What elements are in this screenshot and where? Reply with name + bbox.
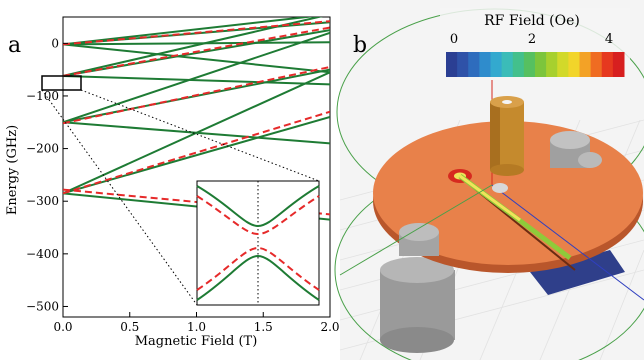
y-tick-label: 0 [51, 36, 59, 50]
colorbar-swatch [446, 52, 458, 77]
colorbar-swatch [513, 52, 525, 77]
zoom-box [42, 76, 81, 90]
colorbar-swatch [479, 52, 491, 77]
x-tick-label: 1.0 [187, 320, 206, 334]
colorbar-swatch [568, 52, 580, 77]
panel-b: b RF Field (Oe) 0 2 4 [335, 0, 644, 360]
panel-a: a 0.0 0.5 1.0 1.5 2.0 0−100−200−300−400−500 … [5, 14, 340, 349]
brass-pillar [490, 96, 524, 176]
y-tick-label: −400 [26, 247, 59, 261]
colorbar-swatch [524, 52, 536, 77]
colorbar-swatch [457, 52, 469, 77]
colorbar-swatch [580, 52, 592, 77]
colorbar-swatch [602, 52, 614, 77]
x-tick-label: 1.5 [254, 320, 273, 334]
x-ticks: 0.0 0.5 1.0 1.5 2.0 [53, 312, 339, 334]
y-tick-label: −500 [26, 299, 59, 313]
colorbar-title: RF Field (Oe) [484, 13, 580, 29]
x-axis-label: Magnetic Field (T) [135, 334, 258, 349]
colorbar-swatch [468, 52, 480, 77]
y-tick-label: −200 [26, 142, 59, 156]
y-ticks: 0−100−200−300−400−500 [26, 36, 68, 313]
series-line-solid-green [63, 42, 330, 44]
panel-b-label: b [353, 33, 367, 58]
colorbar-swatch [535, 52, 547, 77]
series-line-solid-green [63, 14, 330, 44]
inset-plot [197, 181, 319, 305]
pillar-base-bead [492, 183, 508, 193]
colorbar-swatch [591, 52, 603, 77]
colorbar-swatch [613, 52, 625, 77]
colorbar-tick-label: 4 [605, 32, 613, 47]
colorbar-swatch [502, 52, 514, 77]
colorbar-swatch [546, 52, 558, 77]
colorbar-swatch [557, 52, 569, 77]
bottom-gray-post [380, 257, 455, 353]
colorbar-swatch [491, 52, 503, 77]
y-tick-label: −300 [26, 194, 59, 208]
panel-a-label: a [8, 33, 21, 58]
colorbar-swatches [446, 52, 625, 77]
x-tick-label: 0.5 [120, 320, 139, 334]
colorbar-tick-label: 2 [528, 32, 536, 47]
x-tick-label: 2.0 [320, 320, 339, 334]
x-tick-label: 0.0 [53, 320, 72, 334]
rf-field-colorbar: RF Field (Oe) 0 2 4 [440, 8, 630, 80]
colorbar-tick-label: 0 [450, 32, 458, 47]
y-axis-label: Energy (GHz) [5, 125, 20, 215]
